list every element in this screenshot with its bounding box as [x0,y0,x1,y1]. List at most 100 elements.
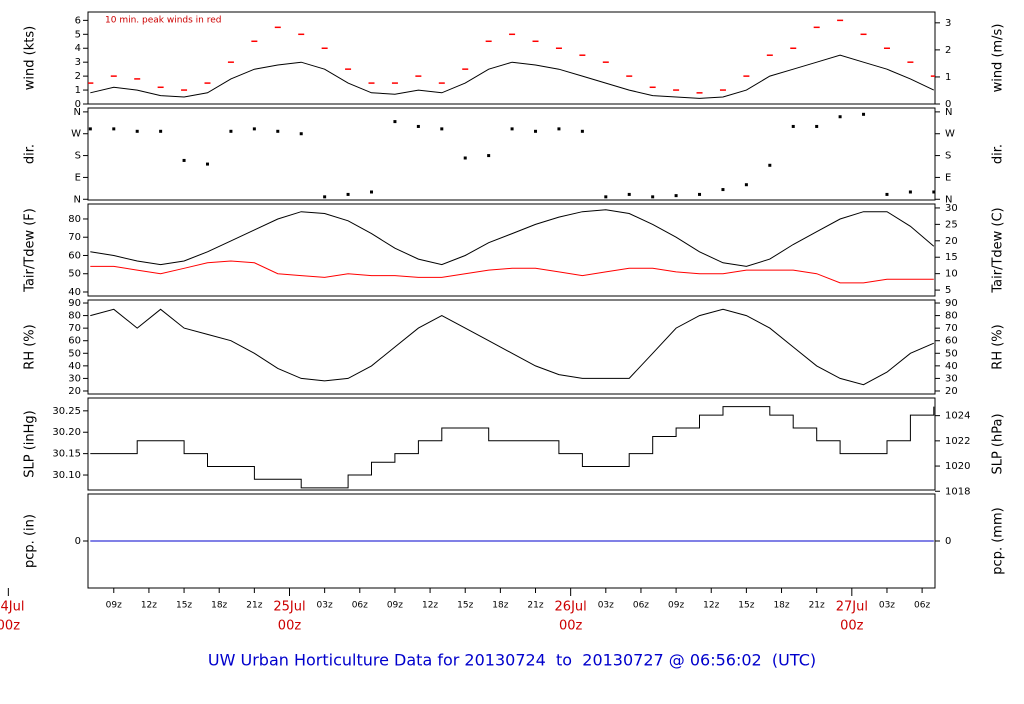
series-dir [88,112,935,199]
dir-point [440,127,444,131]
dir-point [182,158,186,162]
y2-tick-label: 25 [945,219,958,230]
x-tick-label: 18z [492,601,508,611]
y2-tick-label: W [945,129,955,140]
y-tick-label: 40 [68,287,81,298]
dir-point [651,195,655,199]
y-tick-label: 40 [68,361,81,372]
y2-tick-label: 1 [945,72,951,83]
dir-point [416,124,420,128]
y2-tick-label: E [945,172,951,183]
y2-tick-label: 2 [945,45,951,56]
y-tick-label: 70 [68,232,81,243]
dir-point [932,190,935,194]
x-tick-label: 21z [246,601,262,611]
x-tick-label: 03z [879,601,895,611]
y2-axis-label: dir. [991,144,1006,164]
line [90,406,935,489]
dir-point [487,154,491,158]
day-label: 25Jul [273,600,305,615]
y-tick-label: S [75,151,81,162]
y-tick-label: 6 [75,15,81,26]
y-axis-label: SLP (inHg) [23,410,38,478]
annotation: 10 min. peak winds in red [105,16,222,26]
x-tick-label: 12z [703,601,719,611]
series-tdew [90,260,934,284]
y-tick-label: N [74,107,81,118]
y2-tick-label: 15 [945,252,958,263]
y-tick-label: E [75,172,81,183]
dir-point [838,115,842,119]
y2-tick-label: 1024 [945,411,970,422]
y2-tick-label: 10 [945,269,958,280]
panel-frame [87,11,936,105]
y2-axis-label: pcp. (mm) [991,507,1006,574]
y2-tick-label: 5 [945,285,951,296]
dir-point [252,127,256,131]
panel-frame [87,203,936,297]
series-tair [90,209,935,267]
dir-point [580,129,584,133]
day-label: 27Jul [836,600,868,615]
y2-axis-label: SLP (hPa) [991,413,1006,474]
y2-tick-label: 1022 [945,436,970,447]
x-tick-label: 21z [527,601,543,611]
dir-point [908,190,912,194]
dir-point [698,192,702,196]
y2-tick-label: 30 [945,373,958,384]
x-tick-label: 12z [141,601,157,611]
dir-point [135,129,139,133]
day-hour-label: 00z [840,619,864,634]
line [90,308,934,386]
x-tick-label: 06z [914,601,930,611]
x-tick-label: 03z [317,601,333,611]
dir-point [885,192,889,196]
day-hour-label: 00z [278,619,302,634]
dir-point [721,188,725,192]
series-peak [88,19,935,94]
y2-axis-label: RH (%) [991,324,1006,369]
y2-tick-label: S [945,151,951,162]
y-tick-label: N [74,194,81,205]
y-tick-label: 30.15 [52,449,81,460]
dir-point [346,192,350,196]
day-hour-label: 00z [0,619,20,634]
y2-tick-label: 0 [945,99,951,110]
series-wind [90,54,935,99]
chart-title: UW Urban Horticulture Data for 20130724 … [208,651,816,670]
y-tick-label: 60 [68,250,81,261]
y2-tick-label: N [945,107,952,118]
y-tick-label: 20 [68,386,81,397]
dir-point [229,129,233,133]
day-label: 24Jul [0,600,24,615]
y-tick-label: 4 [75,43,81,54]
panel-frame [87,299,936,395]
y-tick-label: 30.25 [52,406,81,417]
dir-point [463,156,467,160]
x-tick-label: 09z [668,601,684,611]
y-tick-label: 2 [75,71,81,82]
y2-tick-label: 20 [945,386,958,397]
y-tick-label: 50 [68,269,81,280]
y-axis-label: dir. [23,144,38,164]
dir-point [674,194,678,198]
y-tick-label: 0 [75,536,81,547]
dir-point [370,190,374,194]
line [90,209,935,267]
x-tick-label: 18z [773,601,789,611]
y-tick-label: 80 [68,311,81,322]
y-tick-label: 3 [75,57,81,68]
dir-point [276,129,280,133]
x-tick-label: 21z [809,601,825,611]
panel-frame [87,107,936,201]
y-tick-label: 30 [68,373,81,384]
y-tick-label: 60 [68,336,81,347]
dir-point [791,124,795,128]
y-tick-label: 70 [68,323,81,334]
y-tick-label: 1 [75,85,81,96]
dir-point [88,127,92,131]
x-tick-label: 06z [352,601,368,611]
dir-point [510,127,514,131]
dir-point [744,183,748,187]
y2-tick-label: 70 [945,323,958,334]
